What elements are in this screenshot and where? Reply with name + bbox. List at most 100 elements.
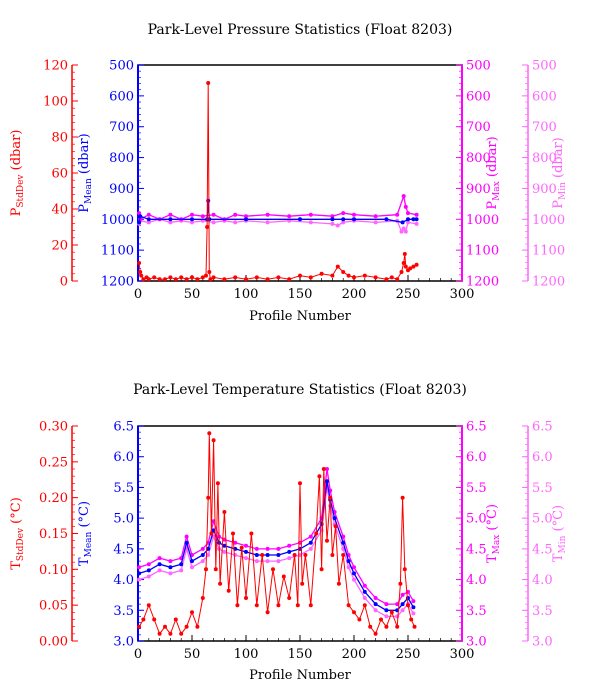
x-tick-label: 300 <box>450 287 475 302</box>
x-tick-label: 200 <box>342 647 367 662</box>
y-tick-label-max: 1000 <box>466 213 499 228</box>
data-point-stddev <box>137 261 142 265</box>
data-point-stddev <box>204 273 208 278</box>
x-axis-label: Profile Number <box>249 668 352 683</box>
data-point-max <box>137 211 142 216</box>
data-point-stddev <box>411 264 416 269</box>
y-axis-label-max: TMax (°C) <box>485 504 502 563</box>
data-point-stddev <box>414 262 419 267</box>
data-point-stddev <box>352 275 356 280</box>
y-tick-label-min: 6.0 <box>532 450 553 465</box>
y-tick-label-stddev: 80 <box>51 131 68 146</box>
y-tick-label-stddev: 0.20 <box>39 491 68 506</box>
data-point-min <box>411 611 416 616</box>
data-point-max <box>200 214 205 219</box>
data-point-min <box>146 574 151 579</box>
data-point-stddev <box>207 431 212 436</box>
y-tick-label-mean: 4.0 <box>113 573 134 588</box>
data-point-stddev <box>163 277 167 282</box>
data-point-stddev <box>254 275 259 280</box>
y-axis-label-stddev: PStdDev (dbar) <box>9 130 26 217</box>
data-point-stddev <box>204 567 208 572</box>
x-tick-label: 150 <box>288 287 313 302</box>
x-axis-label: Profile Number <box>249 309 352 324</box>
y-tick-label-max: 6.0 <box>466 450 487 465</box>
y-axis-label-min: PMin (dbar) <box>551 137 568 209</box>
series-line-stddev <box>138 82 417 280</box>
series-line-max <box>138 468 414 605</box>
data-point-max <box>200 546 205 551</box>
data-point-stddev <box>190 275 194 280</box>
data-point-min <box>146 220 151 225</box>
data-point-stddev <box>409 617 414 622</box>
data-point-stddev <box>384 624 389 629</box>
data-point-stddev <box>389 610 394 615</box>
y-tick-label-mean: 1100 <box>101 244 134 259</box>
data-point-stddev <box>231 531 235 536</box>
data-point-stddev <box>298 273 302 278</box>
y-tick-label-min: 800 <box>532 151 557 166</box>
y-tick-label-max: 1200 <box>466 275 499 290</box>
data-point-min <box>200 559 205 564</box>
y-tick-label-max: 500 <box>466 59 491 74</box>
data-point-stddev <box>341 553 346 557</box>
y-tick-label-mean: 1200 <box>101 275 134 290</box>
data-point-max <box>265 546 270 551</box>
data-point-max <box>352 212 356 217</box>
data-point-stddev <box>276 275 281 280</box>
y-tick-label-min: 1000 <box>532 213 565 228</box>
data-point-mean <box>190 217 194 222</box>
y-tick-label-stddev: 0.10 <box>39 563 68 578</box>
data-point-stddev <box>328 495 333 500</box>
data-point-stddev <box>213 567 218 572</box>
data-point-max <box>395 212 400 217</box>
y-tick-label-mean: 5.5 <box>113 481 134 496</box>
data-point-mean <box>211 528 216 533</box>
data-point-max <box>211 212 216 217</box>
data-point-mean <box>325 479 329 484</box>
data-point-max <box>403 204 408 209</box>
data-point-min <box>346 565 351 570</box>
data-point-mean <box>352 571 356 576</box>
data-point-mean <box>384 608 389 613</box>
chart-title: Park-Level Pressure Statistics (Float 82… <box>148 22 453 38</box>
data-point-max <box>168 212 173 217</box>
x-tick-label: 250 <box>396 287 421 302</box>
data-point-stddev <box>244 277 248 282</box>
data-point-mean <box>138 214 143 219</box>
y-tick-label-mean: 500 <box>109 59 134 74</box>
data-point-stddev <box>239 545 244 550</box>
y-tick-label-max: 4.5 <box>466 542 487 557</box>
data-point-stddev <box>152 275 157 280</box>
data-point-mean <box>362 589 367 594</box>
data-point-min <box>403 229 408 234</box>
data-point-max <box>244 214 248 219</box>
data-point-max <box>395 602 400 607</box>
data-point-mean <box>406 596 410 600</box>
data-point-mean <box>341 217 346 222</box>
data-point-stddev <box>317 474 322 479</box>
data-point-max <box>233 212 238 217</box>
y-axis-label-stddev: TStdDev (°C) <box>9 497 26 570</box>
data-point-max <box>233 540 238 545</box>
data-point-stddev <box>330 273 335 278</box>
data-point-stddev <box>184 624 189 629</box>
data-point-max <box>400 592 405 597</box>
data-point-min <box>341 220 346 225</box>
data-point-stddev <box>146 277 151 282</box>
data-point-mean <box>384 217 389 222</box>
data-point-min <box>137 577 142 582</box>
data-point-stddev <box>336 581 341 586</box>
y-tick-label-mean: 3.0 <box>113 635 134 650</box>
data-point-stddev <box>292 553 297 557</box>
data-point-stddev <box>211 275 216 280</box>
data-point-stddev <box>265 277 270 282</box>
data-point-max <box>401 194 406 199</box>
data-point-stddev <box>401 261 406 265</box>
y-tick-label-stddev: 0.30 <box>39 420 68 435</box>
data-point-stddev <box>205 225 210 229</box>
data-point-stddev <box>399 270 404 274</box>
y-tick-label-mean: 5.0 <box>113 512 134 527</box>
data-point-stddev <box>209 531 214 536</box>
